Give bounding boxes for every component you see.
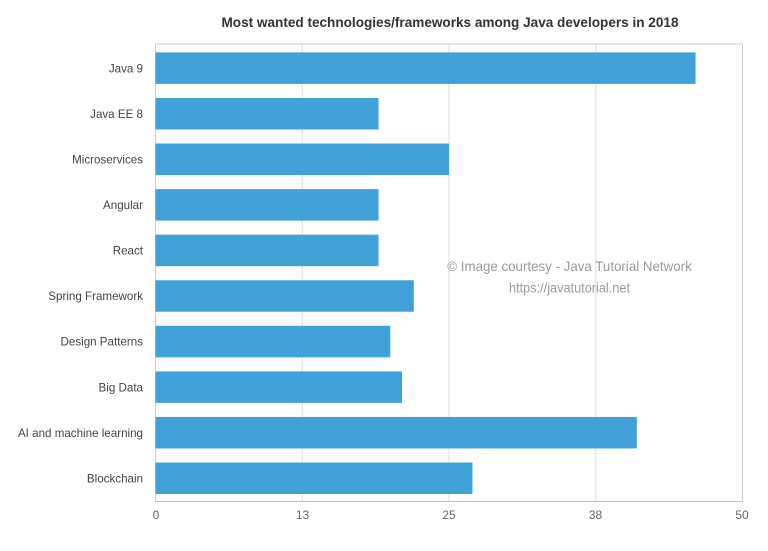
svg-text:AI and machine learning: AI and machine learning <box>18 427 143 440</box>
svg-text:13: 13 <box>296 508 310 522</box>
svg-text:© Image courtesy - Java Tutori: © Image courtesy - Java Tutorial Network <box>447 258 692 274</box>
svg-text:Big Data: Big Data <box>99 381 144 394</box>
svg-text:Most wanted technologies/frame: Most wanted technologies/frameworks amon… <box>222 14 679 30</box>
svg-text:https://javatutorial.net: https://javatutorial.net <box>509 280 630 296</box>
svg-text:Java 9: Java 9 <box>109 62 143 75</box>
svg-text:Angular: Angular <box>103 199 143 212</box>
svg-text:Spring Framework: Spring Framework <box>48 290 143 303</box>
svg-text:0: 0 <box>153 508 160 522</box>
svg-text:React: React <box>113 245 144 258</box>
svg-text:Microservices: Microservices <box>72 154 143 167</box>
svg-text:Java EE 8: Java EE 8 <box>90 108 143 121</box>
svg-text:Blockchain: Blockchain <box>87 472 143 485</box>
svg-text:38: 38 <box>589 508 603 522</box>
svg-text:Design Patterns: Design Patterns <box>61 336 144 349</box>
svg-text:25: 25 <box>442 508 456 522</box>
svg-text:50: 50 <box>735 508 749 522</box>
